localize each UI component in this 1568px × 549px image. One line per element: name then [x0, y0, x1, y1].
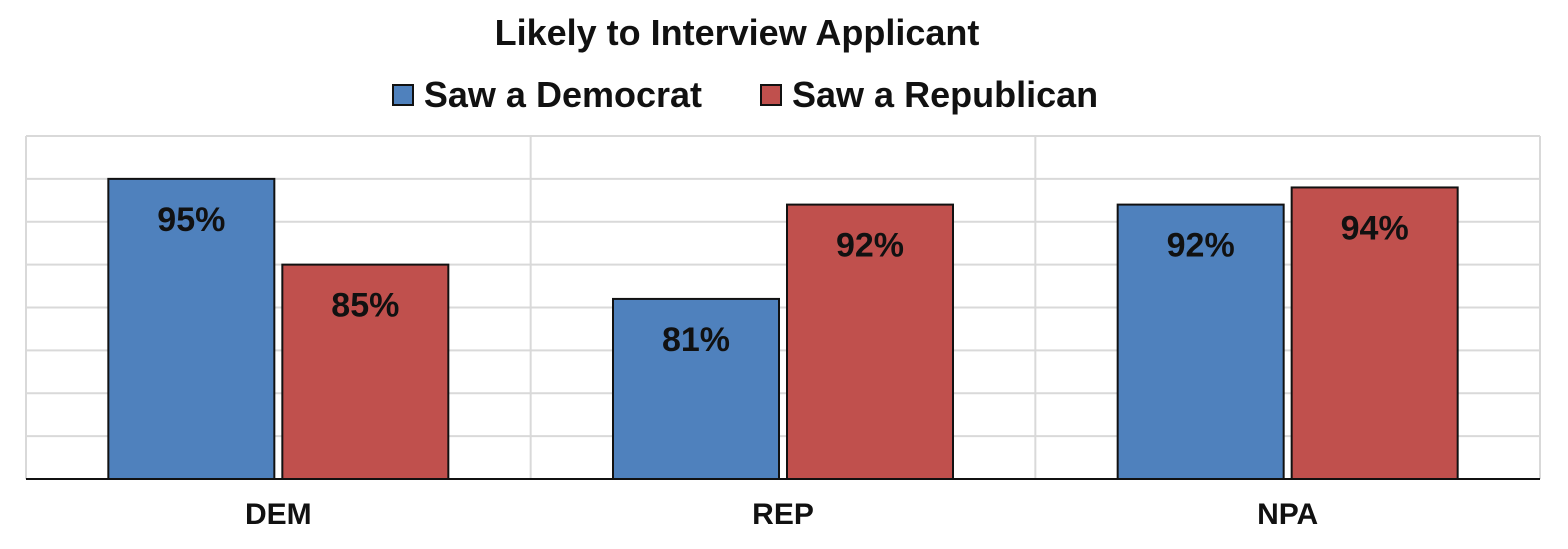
legend-label-democrat: Saw a Democrat — [423, 74, 703, 115]
legend: Saw a Democrat Saw a Republican — [0, 74, 1490, 116]
data-label-dem-saw-a-democrat: 95% — [157, 201, 225, 239]
x-axis: DEM REP NPA — [26, 478, 1540, 531]
chart-title: Likely to Interview Applicant — [494, 12, 980, 53]
data-label-rep-saw-a-republican: 92% — [836, 227, 904, 265]
legend-label-republican: Saw a Republican — [792, 74, 1099, 115]
x-tick-label-rep: REP — [752, 498, 814, 531]
legend-swatch-republican — [760, 84, 783, 106]
x-tick-label-npa: NPA — [1257, 498, 1318, 531]
bar-npa-saw-a-republican — [1290, 186, 1459, 480]
data-label-rep-saw-a-democrat: 81% — [662, 321, 730, 359]
bar-rep-saw-a-republican — [786, 203, 954, 480]
legend-item-democrat: Saw a Democrat — [391, 74, 703, 116]
grid — [25, 135, 1541, 479]
data-label-npa-saw-a-republican: 94% — [1341, 209, 1409, 247]
legend-item-republican: Saw a Republican — [760, 74, 1098, 116]
bar-dem-saw-a-democrat — [107, 177, 276, 480]
x-tick-label-dem: DEM — [245, 498, 312, 531]
bar-dem-saw-a-republican — [281, 263, 450, 480]
bars: 95% 85% 81% 92% 92% 94% — [107, 177, 1459, 480]
bar-rep-saw-a-democrat — [612, 297, 780, 480]
data-label-dem-saw-a-republican: 85% — [331, 287, 399, 325]
legend-swatch-democrat — [391, 84, 414, 106]
data-label-npa-saw-a-democrat: 92% — [1167, 227, 1235, 265]
bar-npa-saw-a-democrat — [1116, 203, 1285, 480]
